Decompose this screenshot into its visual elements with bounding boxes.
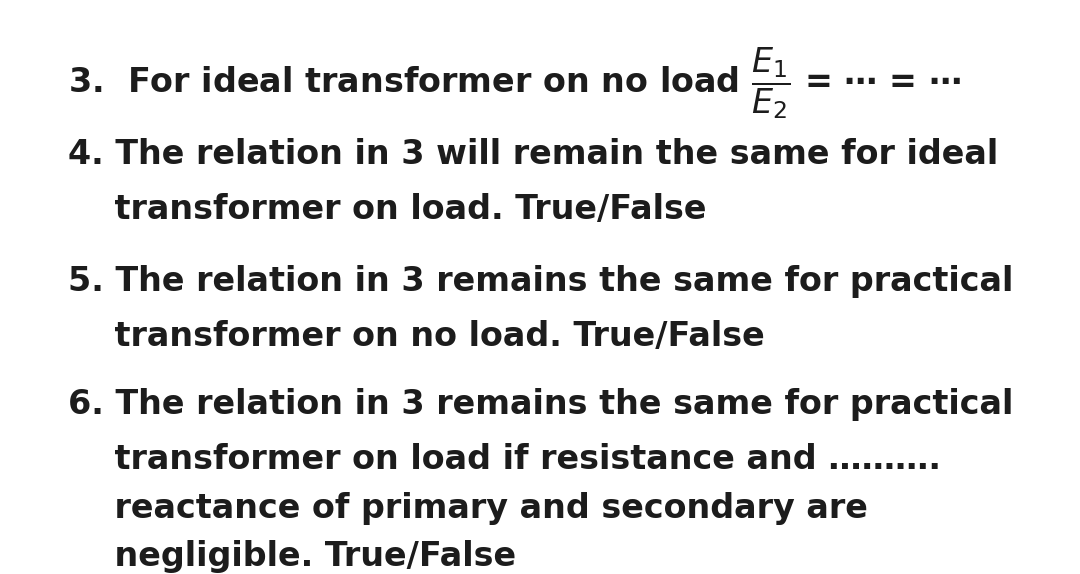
Text: 3.  For ideal transformer on no load $\dfrac{E_1}{E_2}$ = ⋯ = ⋯: 3. For ideal transformer on no load $\df…: [68, 45, 961, 121]
Text: negligible. True/False: negligible. True/False: [68, 540, 516, 573]
Text: transformer on load. True/False: transformer on load. True/False: [68, 193, 706, 226]
Text: reactance of primary and secondary are: reactance of primary and secondary are: [68, 492, 868, 525]
Text: 5. The relation in 3 remains the same for practical: 5. The relation in 3 remains the same fo…: [68, 265, 1013, 298]
Text: transformer on load if resistance and ……….: transformer on load if resistance and ………: [68, 443, 941, 476]
Text: 6. The relation in 3 remains the same for practical: 6. The relation in 3 remains the same fo…: [68, 388, 1013, 421]
Text: 4. The relation in 3 will remain the same for ideal: 4. The relation in 3 will remain the sam…: [68, 138, 998, 171]
Text: transformer on no load. True/False: transformer on no load. True/False: [68, 320, 765, 353]
